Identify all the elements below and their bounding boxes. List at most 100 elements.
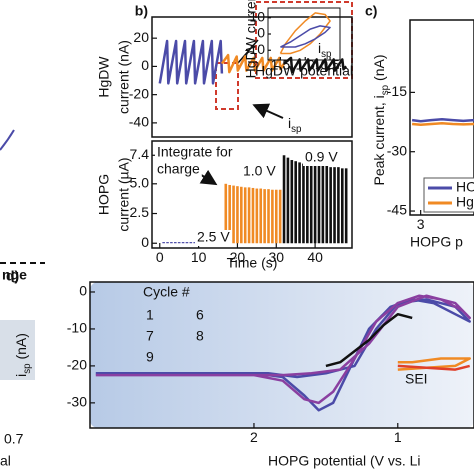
y-tick-label: 0	[257, 25, 265, 41]
bar	[290, 160, 294, 244]
y-axis-label: current (nA)	[116, 40, 132, 114]
y-tick-label: 0	[141, 57, 149, 73]
y-tick-label: -40	[129, 114, 149, 130]
x-tick-label: 1	[394, 429, 402, 445]
zoom-link	[237, 39, 259, 64]
legend-label: 7	[146, 328, 154, 344]
bar	[344, 168, 348, 244]
x-axis-label: HgDW potential	[255, 63, 353, 79]
series-line	[279, 12, 331, 55]
x-tick-label: 1.5	[271, 57, 291, 73]
plot-frame	[409, 19, 474, 216]
legend-title: Cycle #	[143, 284, 190, 300]
legend-box	[423, 177, 474, 213]
legend-label: Hg	[456, 194, 474, 210]
y-tick-label: -10	[245, 41, 265, 57]
bar	[177, 242, 181, 244]
x-tick-label: 0	[156, 249, 164, 265]
y-axis-label-sub: sp	[22, 363, 33, 374]
x-tick-label: 20	[230, 249, 246, 265]
bar	[263, 189, 266, 244]
bar	[321, 165, 325, 244]
annotation: charge	[157, 161, 200, 177]
bar	[255, 188, 259, 244]
left-text: nge	[2, 267, 27, 283]
y-tick-label: -30	[387, 142, 407, 158]
annotation-bg	[155, 162, 202, 178]
left-crop	[0, 0, 14, 250]
x-tick-label: 40	[307, 249, 323, 265]
annotation: Integrate for	[157, 144, 233, 160]
bar	[306, 163, 309, 244]
y-tick-label: 5.0	[130, 175, 150, 191]
y-tick-label: 20	[133, 29, 149, 45]
annotation: SEI	[405, 371, 428, 387]
bar	[236, 186, 239, 244]
annotation-bg	[195, 230, 232, 246]
legend-label: 1	[146, 307, 154, 323]
y-axis-label-main: Peak current, i	[371, 95, 387, 185]
bar	[267, 189, 270, 244]
bar	[313, 164, 317, 244]
x-tick-label: 2	[250, 429, 258, 445]
bar	[317, 165, 321, 244]
y-tick-label: 0	[141, 234, 149, 250]
bar	[251, 187, 255, 244]
x-tick-label: 1.0	[296, 57, 316, 73]
y-axis-label: HOPG	[96, 174, 112, 215]
bar	[309, 164, 313, 244]
bar	[240, 186, 243, 244]
plot-frame	[89, 281, 474, 429]
x-tick-label: 0.5	[320, 57, 340, 73]
series-line	[95, 298, 471, 412]
left-curve	[0, 129, 15, 151]
bar	[282, 155, 286, 244]
bar	[286, 157, 290, 244]
annotation: isp	[288, 115, 302, 135]
bar	[189, 242, 193, 244]
bar	[302, 163, 305, 244]
annotation-main: i	[288, 115, 291, 131]
bar	[325, 165, 329, 244]
bar	[170, 242, 173, 244]
series-line	[158, 39, 224, 85]
bar	[337, 167, 340, 244]
left-text: 0.7	[4, 431, 24, 447]
legend-label: HO	[456, 179, 474, 195]
annotation-main: i	[318, 40, 321, 56]
y-tick-label: 2.5	[130, 204, 150, 220]
left-text: al	[0, 453, 11, 469]
y-tick-label: -10	[67, 320, 87, 336]
bar	[166, 242, 169, 244]
bar	[243, 187, 247, 244]
x-tick-label: 10	[191, 249, 207, 265]
series-line	[325, 312, 413, 368]
series-line	[95, 294, 471, 405]
bar	[333, 167, 336, 244]
y-axis-label: Peak current, isp (nA)	[371, 55, 391, 186]
y-axis-label-sub: sp	[380, 84, 391, 95]
annotation-sub: sp	[291, 124, 302, 135]
series-line	[411, 118, 474, 123]
plot-frame	[151, 140, 353, 249]
y-axis-label-end: (nA)	[13, 333, 29, 363]
series-line	[220, 53, 286, 74]
bar	[247, 187, 251, 244]
annotation: 0.9 V	[305, 149, 338, 165]
y-tick-label: 10	[249, 8, 265, 24]
y-axis-label-main: i	[13, 374, 29, 377]
zoom-box	[215, 62, 239, 110]
bar	[228, 184, 231, 244]
bar	[259, 188, 263, 244]
annotation-bg	[303, 150, 340, 166]
y-tick-label: -20	[67, 357, 87, 373]
annotation-sub: sp	[321, 49, 332, 60]
x-axis-label: Time (s)	[227, 255, 278, 271]
legend-label: 9	[146, 349, 154, 365]
left-graphic	[0, 320, 35, 380]
bar	[271, 189, 274, 244]
bar	[185, 242, 189, 244]
panel-label: d)	[6, 268, 19, 284]
y-axis-label-end: (nA)	[371, 55, 387, 85]
